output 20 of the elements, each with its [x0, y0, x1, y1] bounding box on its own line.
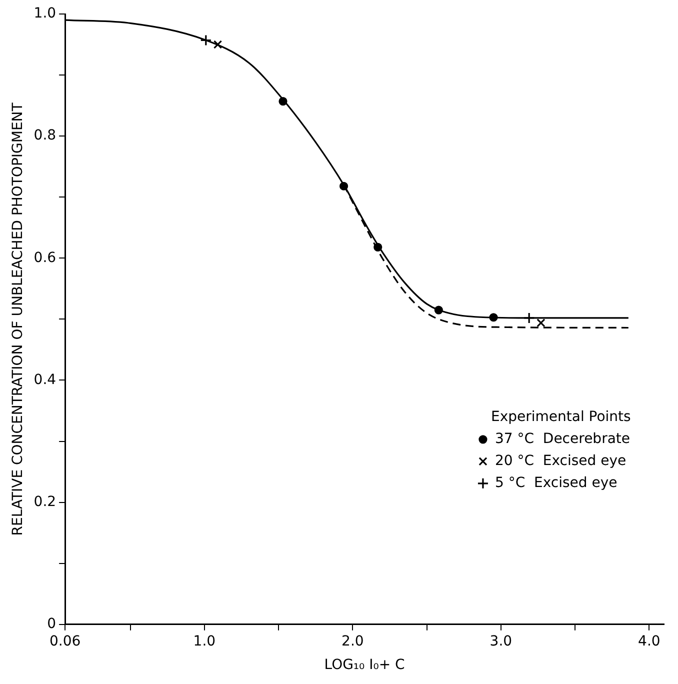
- legend-label: 37 °C Decerebrate: [494, 431, 630, 448]
- x-axis-title: LOG₁₀ I₀+ C: [324, 657, 406, 674]
- x-tick-label: 0.06: [49, 633, 81, 650]
- x-tick-label: 1.0: [193, 633, 216, 650]
- y-tick-label: 0: [47, 616, 56, 632]
- y-tick-label: 0.4: [34, 372, 56, 388]
- legend-label: 5 °C Excised eye: [494, 475, 618, 492]
- y-tick-label: 0.8: [34, 128, 56, 144]
- y-tick-label: 0.6: [34, 250, 56, 266]
- legend-label: 20 °C Excised eye: [494, 453, 626, 470]
- y-tick-label: 0.2: [34, 494, 56, 510]
- point: [200, 34, 212, 46]
- x-tick-label: 4.0: [638, 633, 660, 650]
- x-tick-label: 3.0: [490, 633, 512, 650]
- y-axis-title: RELATIVE CONCENTRATION OF UNBLEACHED PHOTOPIGMENT: [10, 102, 26, 536]
- legend-title: Experimental Points: [490, 409, 631, 426]
- point: [213, 40, 222, 49]
- y-tick-label: 1.0: [34, 6, 56, 22]
- x-tick-label: 2.0: [342, 633, 364, 650]
- point: [536, 318, 546, 328]
